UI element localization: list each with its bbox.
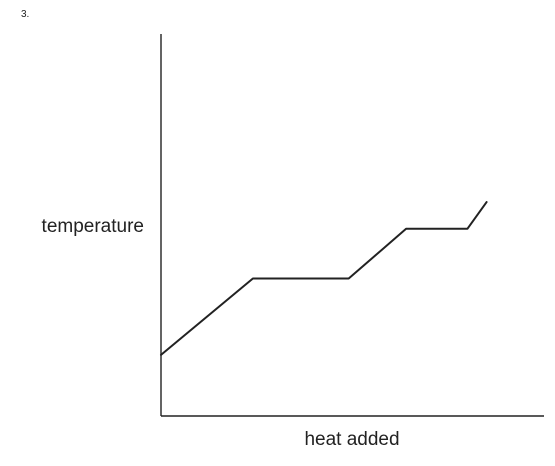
y-axis-label: temperature	[42, 216, 144, 237]
series-layer	[160, 201, 488, 356]
series-line-0	[160, 201, 488, 356]
question-number: 3.	[21, 9, 30, 20]
x-axis-label: heat added	[304, 429, 399, 450]
